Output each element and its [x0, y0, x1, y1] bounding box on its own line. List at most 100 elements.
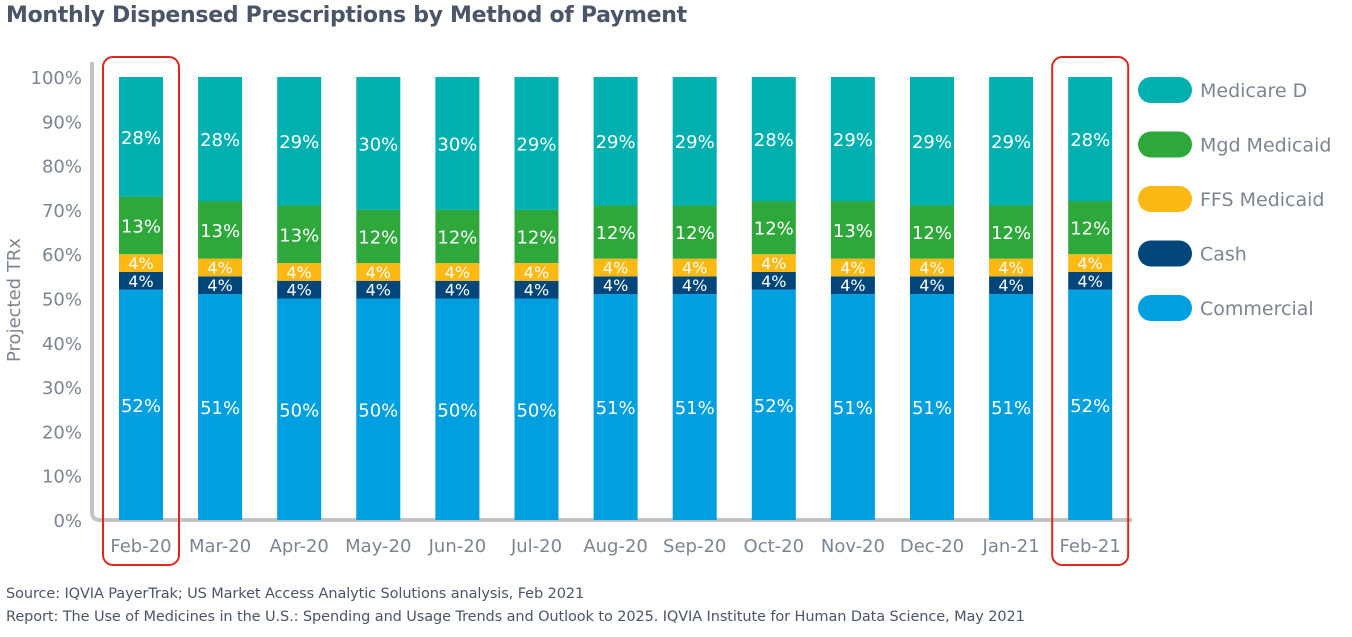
bar-stack: 52% 4%4% 13% 28%: [119, 77, 163, 520]
legend-item: FFS Medicaid: [1138, 186, 1324, 212]
x-tick-label: Jun-20: [428, 536, 487, 557]
data-label: 4%: [761, 254, 786, 273]
data-label: 4%: [603, 276, 628, 295]
bar-segment-mgd-medicaid: [830, 201, 875, 259]
chart-title: Monthly Dispensed Prescriptions by Metho…: [6, 3, 687, 28]
data-label: 52%: [754, 396, 794, 417]
data-label: 52%: [121, 396, 161, 417]
x-tick-label: Aug-20: [583, 536, 648, 557]
y-tick-label: 100%: [31, 68, 82, 89]
data-label: 13%: [121, 216, 161, 237]
bar-segment-medicare-d: [593, 77, 638, 206]
bar-segment-cash: [119, 271, 163, 290]
data-label: 29%: [991, 132, 1031, 153]
stacked-bar-chart: 0% 10% 20% 30% 40% 50% 60% 70% 80% 90% 100% Projec…: [4, 56, 1331, 566]
bar-stack: 52% 4%4% 12% 28%: [751, 77, 796, 520]
data-label: 50%: [279, 400, 319, 421]
data-label: 4%: [524, 263, 549, 282]
bar-segment-medicare-d: [910, 77, 954, 206]
data-label: 29%: [675, 132, 715, 153]
data-label: 28%: [121, 128, 161, 149]
data-label: 4%: [840, 258, 865, 277]
bar-segment-ffs-medicaid: [830, 258, 875, 277]
y-tick-label: 0%: [53, 511, 82, 532]
data-label: 30%: [437, 134, 477, 155]
bar-stack: 51% 4%4% 13% 29%: [830, 77, 875, 520]
data-label: 4%: [128, 272, 153, 291]
data-label: 28%: [754, 130, 794, 151]
data-label: 29%: [516, 134, 556, 155]
y-tick-label: 10%: [42, 467, 82, 488]
bar-stack: 50% 4%4% 12% 30%: [435, 77, 480, 520]
bar-segment-ffs-medicaid: [435, 263, 480, 281]
bars: 52%4%4%13%28%51%4%4%13%28%50%4%4%13%29%5…: [119, 77, 1113, 520]
bar-stack: 50% 4%4% 13% 29%: [277, 77, 322, 520]
data-label: 4%: [366, 281, 391, 300]
bar-segment-medicare-d: [751, 77, 796, 202]
legend-label: Commercial: [1200, 298, 1314, 320]
bar-segment-commercial: [672, 294, 717, 520]
legend-label: Cash: [1200, 244, 1247, 266]
data-label: 12%: [754, 219, 794, 240]
x-tick-label: Jan-21: [982, 536, 1040, 557]
bar-segment-commercial: [356, 298, 401, 520]
data-label: 12%: [437, 227, 477, 248]
data-label: 4%: [287, 281, 312, 300]
y-axis-label: Projected TRx: [4, 238, 25, 362]
bar-segment-commercial: [435, 298, 480, 520]
highlight-box: [1051, 56, 1130, 566]
legend-item: Cash: [1138, 240, 1247, 267]
bar-segment-mgd-medicaid: [1068, 201, 1113, 255]
bar-segment-cash: [198, 276, 243, 295]
data-label: 51%: [833, 398, 873, 419]
data-label: 52%: [1070, 396, 1110, 417]
bar-segment-mgd-medicaid: [593, 205, 638, 259]
bar-segment-mgd-medicaid: [514, 209, 559, 264]
x-tick-label: Jul-20: [510, 536, 562, 557]
bar-segment-ffs-medicaid: [751, 254, 796, 272]
bar-segment-commercial: [910, 294, 954, 520]
legend-item: Mgd Medicaid: [1138, 131, 1331, 158]
y-tick-label: 70%: [42, 201, 82, 222]
bar-segment-mgd-medicaid: [356, 209, 401, 264]
legend: Medicare D Mgd Medicaid FFS Medicaid Cash Co…: [1138, 77, 1331, 321]
bar-segment-commercial: [1068, 289, 1113, 520]
y-tick-label: 80%: [42, 157, 82, 178]
bar-segment-ffs-medicaid: [356, 263, 401, 281]
data-label: 13%: [200, 221, 240, 242]
bar-segment-ffs-medicaid: [910, 258, 954, 277]
bar-segment-commercial: [277, 298, 322, 520]
bar-segment-cash: [356, 280, 401, 299]
highlight-boxes: [102, 56, 1130, 566]
axes: [90, 62, 1132, 522]
bar-segment-commercial: [830, 294, 875, 520]
highlight-box: [102, 56, 180, 566]
data-label: 4%: [998, 276, 1023, 295]
bar-segment-mgd-medicaid: [277, 205, 322, 264]
data-label: 28%: [1070, 130, 1110, 151]
bar-segment-mgd-medicaid: [910, 205, 954, 259]
data-label: 51%: [596, 398, 636, 419]
bar-segment-ffs-medicaid: [198, 258, 243, 277]
bar-segment-medicare-d: [989, 77, 1034, 206]
bar-segment-cash: [989, 276, 1034, 295]
bar-segment-medicare-d: [356, 77, 401, 210]
data-label: 4%: [207, 258, 232, 277]
x-tick-label: Feb-21: [1060, 536, 1121, 557]
x-tick-label: Oct-20: [744, 536, 805, 557]
bar-segment-commercial: [198, 294, 243, 520]
data-label: 4%: [761, 272, 786, 291]
data-label: 51%: [912, 398, 952, 419]
data-label: 51%: [200, 398, 240, 419]
data-label: 4%: [1078, 272, 1103, 291]
bar-segment-mgd-medicaid: [751, 201, 796, 255]
bar-segment-commercial: [751, 289, 796, 520]
bar-stack: 50% 4%4% 12% 29%: [514, 77, 559, 520]
data-label: 13%: [833, 221, 873, 242]
y-tick-label: 20%: [42, 422, 82, 443]
bar-segment-mgd-medicaid: [672, 205, 717, 259]
legend-swatch: [1138, 77, 1192, 103]
y-tick-label: 90%: [42, 112, 82, 133]
x-tick-label: May-20: [345, 536, 411, 557]
legend-label: Mgd Medicaid: [1200, 135, 1331, 157]
